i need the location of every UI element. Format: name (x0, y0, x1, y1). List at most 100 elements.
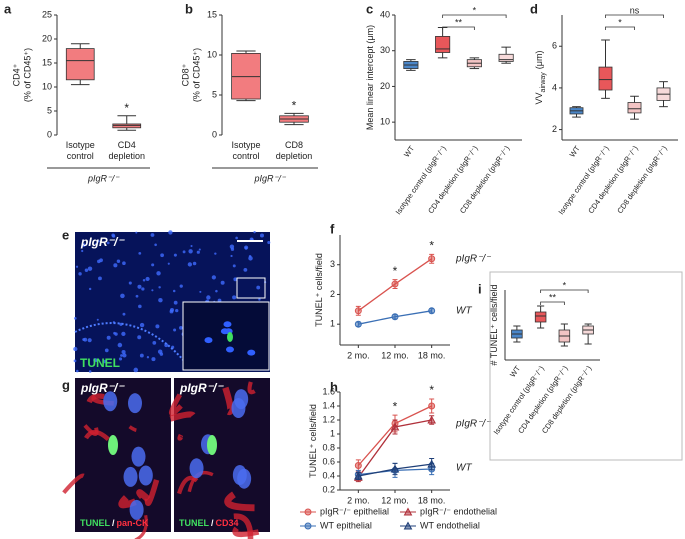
nucleus (173, 300, 178, 305)
y-tick-label: 10 (207, 49, 217, 59)
marker (304, 522, 312, 530)
y-tick-label: 2 (330, 289, 335, 299)
bracket (605, 14, 664, 18)
nucleus (145, 276, 150, 282)
y-axis-label-line: (% of CD45⁺) (192, 48, 202, 102)
nucleus (235, 236, 238, 240)
nucleus (139, 353, 144, 358)
y-axis-label-unit: (μm) (534, 51, 544, 70)
nucleus (214, 252, 217, 255)
x-tick-label: Isotype control (pIgR⁻/⁻) (557, 144, 612, 216)
y-tick-label: 1 (330, 428, 335, 438)
y-tick-label: 1.6 (322, 386, 335, 396)
nucleus (253, 231, 256, 234)
nucleus (75, 369, 79, 373)
panel-letter: c (366, 1, 373, 16)
legend-label: pIgR⁻/⁻ endothelial (420, 506, 497, 516)
nucleus (150, 233, 155, 237)
stain-part: / (112, 518, 115, 528)
x-tick-label: CD8 depletion (pIgR⁻/⁻) (615, 144, 669, 215)
stain-part: TUNEL (80, 356, 120, 370)
fiber (128, 425, 137, 433)
micrograph-stain: TUNEL / CD34 (179, 518, 239, 528)
nucleus (74, 317, 77, 320)
nucleus (87, 266, 93, 271)
x-tick-label-box: Isotype control (66, 140, 95, 161)
nucleus (247, 349, 256, 356)
y-tick-label: 6 (552, 41, 557, 51)
micrograph (174, 378, 270, 532)
nucleus (141, 287, 145, 291)
stain-part: pan-CK (117, 518, 149, 528)
nucleus (78, 272, 82, 276)
nucleus (121, 349, 126, 355)
nucleus (243, 267, 248, 272)
nucleus (187, 262, 193, 267)
nucleus (113, 331, 116, 335)
stain-part: TUNEL (179, 518, 209, 528)
marker (354, 320, 362, 328)
x-tick-label: 12 mo. (381, 495, 409, 505)
nucleus (232, 295, 237, 300)
fiber (86, 393, 105, 404)
marker (391, 313, 399, 321)
nucleus (88, 370, 92, 373)
nucleus (172, 289, 176, 293)
inset-source (236, 277, 266, 299)
nucleus (137, 335, 142, 340)
nucleus (131, 446, 146, 467)
significance: * (393, 399, 398, 413)
nucleus (81, 249, 84, 253)
marker (428, 255, 436, 263)
y-axis-label: TUNEL⁺ cells/field (314, 253, 324, 327)
bracket-label: ns (630, 5, 640, 15)
fiber (144, 479, 160, 506)
y-tick-label: 3 (330, 259, 335, 269)
y-axis-label-line: (% of CD45⁺) (23, 48, 33, 102)
x-tick-label: WT (568, 144, 582, 159)
stain-part: TUNEL (80, 518, 110, 528)
nucleus (158, 297, 163, 303)
nucleus (128, 281, 132, 285)
nucleus (182, 250, 186, 254)
box (435, 36, 451, 53)
box (627, 102, 642, 114)
significance: * (292, 99, 297, 113)
bracket-label: ** (549, 292, 557, 302)
y-axis-label-main: Mean linear intercept (μm) (365, 25, 375, 130)
stain-part: / (211, 518, 214, 528)
fiber (136, 489, 151, 502)
x-tick-label: WT (402, 144, 416, 159)
nucleus (225, 346, 234, 353)
y-axis-label: CD4⁺(% of CD45⁺) (12, 48, 33, 102)
fiber (168, 393, 183, 416)
nucleus (179, 326, 183, 330)
micrograph-title: pIgR⁻/⁻ (80, 235, 125, 249)
y-tick-label: 4 (552, 82, 557, 92)
bracket (442, 26, 475, 30)
fiber (233, 513, 254, 539)
nucleus (122, 261, 126, 266)
nucleus (138, 251, 142, 255)
nucleus (95, 242, 98, 245)
nucleus (179, 284, 183, 288)
nucleus (135, 294, 139, 298)
legend-label: WT endothelial (420, 520, 480, 530)
y-tick-label: 2 (552, 124, 557, 134)
marker (403, 507, 413, 516)
nucleus (160, 253, 164, 258)
micrograph-stain: TUNEL (80, 356, 120, 370)
series-label: WT (456, 305, 472, 316)
y-tick-label: 0.6 (322, 456, 335, 466)
nucleus (138, 304, 142, 309)
y-axis-label: Mean linear intercept (μm) (365, 25, 375, 130)
nucleus (123, 466, 138, 487)
nucleus (233, 277, 238, 282)
inset (182, 301, 270, 371)
nucleus (97, 259, 101, 264)
y-axis-label: VVairway (μm) (534, 51, 547, 105)
nucleus (159, 352, 164, 356)
box (598, 66, 613, 91)
marker (428, 402, 436, 410)
box (534, 311, 547, 323)
